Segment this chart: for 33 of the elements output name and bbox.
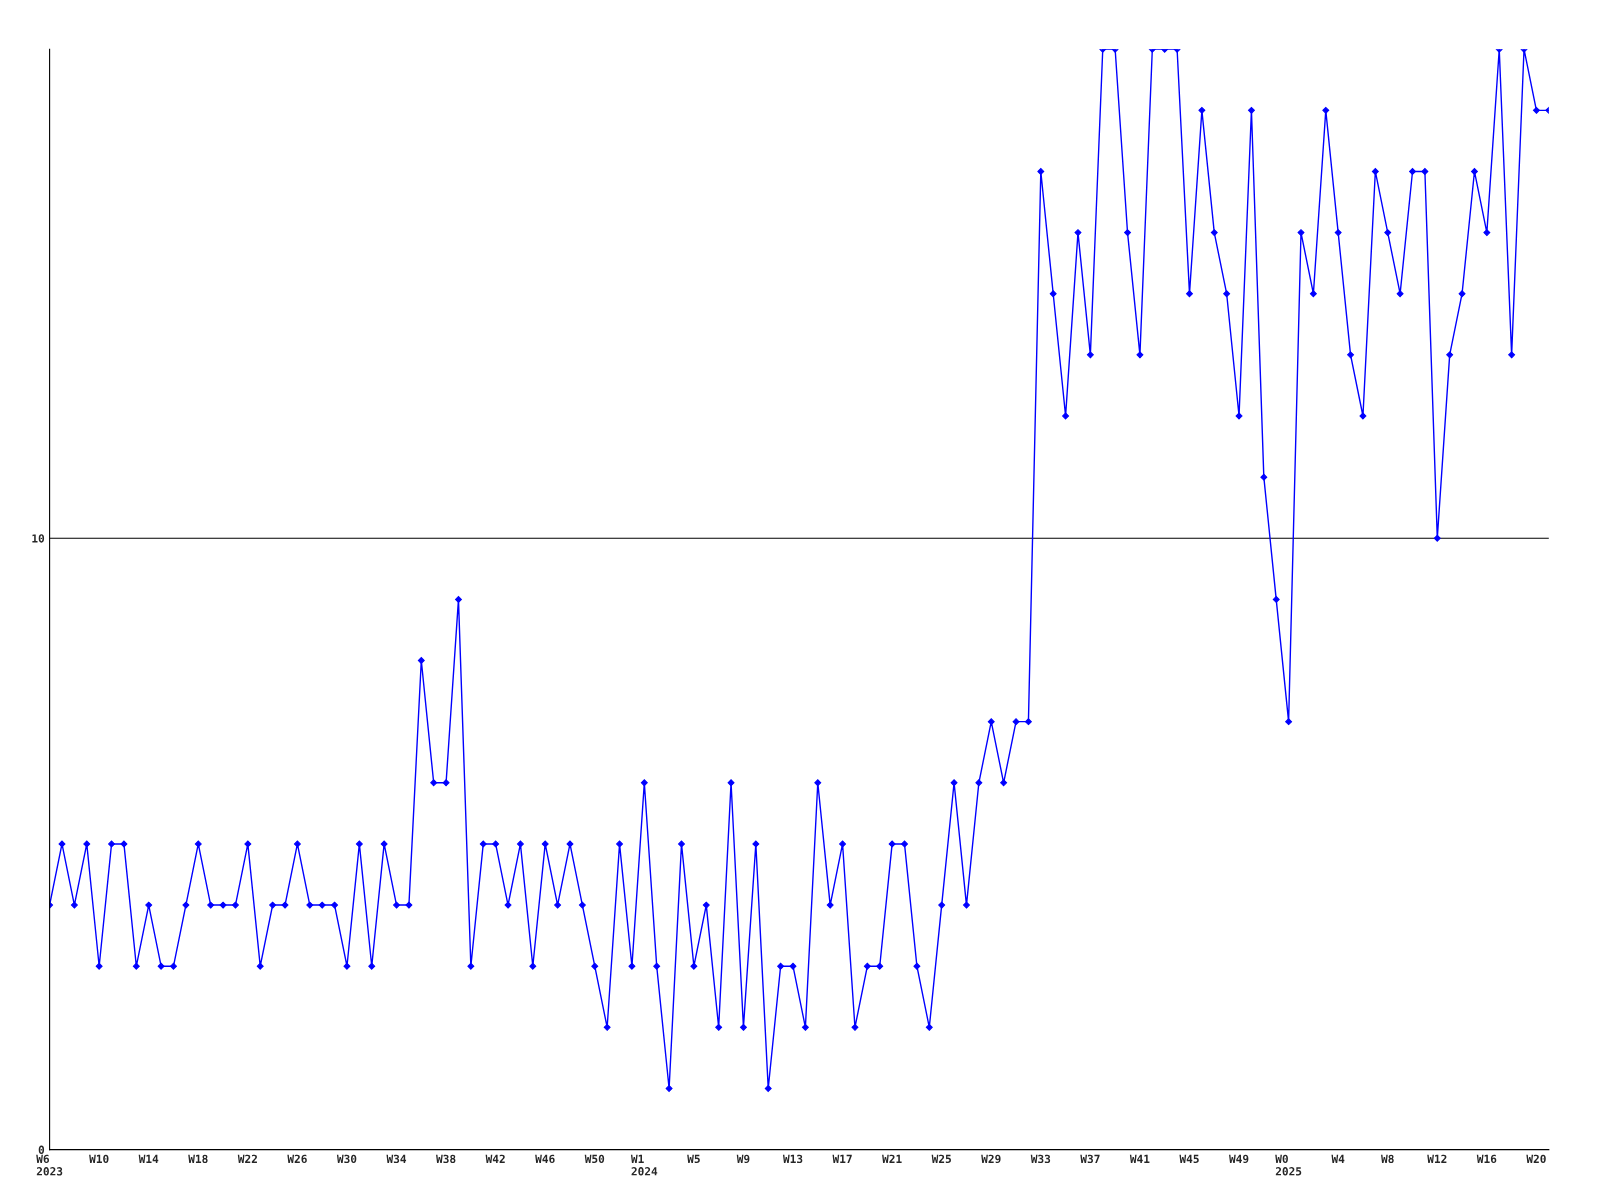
- x-tick-label: W34: [386, 1154, 407, 1164]
- x-tick-label: W50: [584, 1154, 605, 1164]
- x-tick-label: W4: [1331, 1154, 1345, 1163]
- x-tick-label: W14: [138, 1154, 159, 1163]
- x-tick-label: W25: [931, 1154, 951, 1164]
- x-tick-label: W30: [336, 1154, 357, 1164]
- x-tick-label: W1 2024: [630, 1154, 658, 1176]
- x-tick-label: W16: [1476, 1154, 1497, 1164]
- x-tick-label: W49: [1229, 1154, 1249, 1164]
- x-tick-label: W18: [188, 1154, 208, 1164]
- x-tick-label: W38: [436, 1154, 456, 1164]
- x-tick-label: W22: [237, 1154, 257, 1163]
- x-tick-label: W26: [287, 1154, 307, 1164]
- x-tick-label: W9: [736, 1154, 750, 1164]
- x-tick-label: W10: [89, 1154, 109, 1164]
- x-tick-label: W6 2023: [36, 1154, 63, 1176]
- x-tick-label: W21: [882, 1154, 902, 1163]
- x-tick-label: W8: [1381, 1154, 1394, 1164]
- x-tick-label: W42: [485, 1154, 505, 1163]
- x-tick-label: W13: [782, 1154, 803, 1164]
- y-tick-label: 0: [38, 1145, 45, 1154]
- x-tick-label: W17: [832, 1154, 852, 1163]
- x-tick-label: W37: [1080, 1154, 1100, 1164]
- x-tick-label: W45: [1179, 1154, 1199, 1164]
- x-tick-label: W46: [535, 1154, 555, 1164]
- x-tick-label: W41: [1129, 1154, 1150, 1163]
- x-tick-label: W33: [1030, 1154, 1051, 1164]
- x-tick-label: W29: [981, 1154, 1001, 1164]
- y-tick-label: 10: [32, 534, 45, 543]
- x-tick-label: W12: [1427, 1154, 1447, 1163]
- x-tick-label: W20: [1526, 1154, 1546, 1164]
- x-tick-label: W5: [687, 1154, 700, 1164]
- x-tick-label: W0 2025: [1275, 1154, 1302, 1176]
